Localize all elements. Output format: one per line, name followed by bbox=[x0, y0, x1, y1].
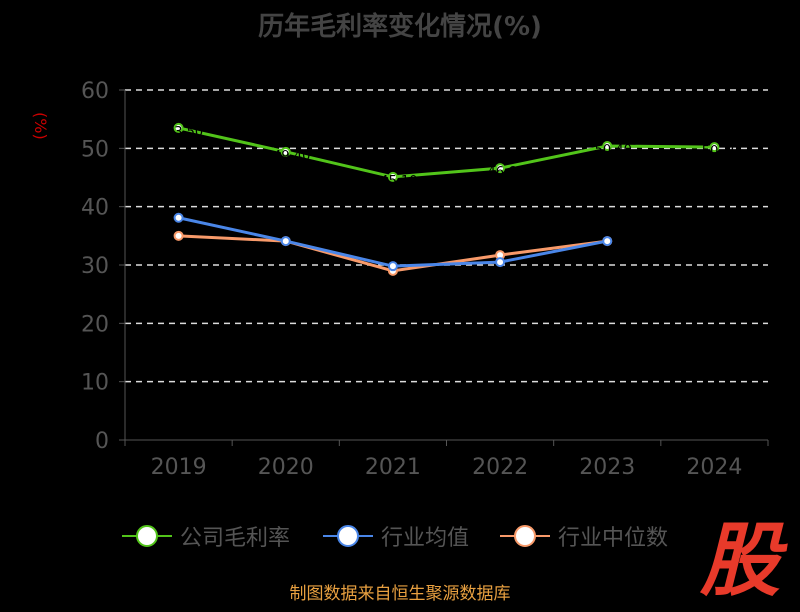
series-line bbox=[178, 216, 608, 268]
y-tick-label: 10 bbox=[81, 371, 109, 396]
legend-marker-icon bbox=[500, 525, 550, 547]
x-tick-label: 2019 bbox=[151, 455, 207, 480]
data-point bbox=[709, 142, 720, 153]
y-tick-label: 0 bbox=[95, 429, 109, 454]
data-point bbox=[495, 257, 506, 268]
series-line bbox=[178, 126, 715, 179]
data-label: 49.40 bbox=[273, 149, 310, 164]
x-tick-label: 2020 bbox=[258, 455, 314, 480]
data-point bbox=[280, 236, 291, 247]
data-point bbox=[173, 122, 184, 133]
data-label: 53.50 bbox=[166, 125, 203, 140]
data-point bbox=[602, 141, 613, 151]
legend-item-company[interactable]: 公司毛利率 bbox=[122, 520, 290, 552]
data-point bbox=[173, 212, 184, 223]
data-point bbox=[280, 146, 291, 157]
data-label: 50.20 bbox=[702, 144, 739, 159]
legend-label: 行业均值 bbox=[381, 526, 470, 551]
legend-marker-icon bbox=[122, 525, 172, 547]
source-note: 制图数据来自恒生聚源数据库 bbox=[289, 584, 511, 604]
data-point bbox=[602, 236, 613, 247]
x-tick-label: 2023 bbox=[579, 455, 635, 480]
legend-marker-icon bbox=[323, 525, 373, 547]
data-point bbox=[495, 163, 506, 174]
data-point bbox=[387, 171, 398, 182]
legend-label: 行业中位数 bbox=[558, 526, 669, 551]
data-label: 50.40 bbox=[595, 143, 632, 158]
x-tick-label: 2022 bbox=[472, 455, 528, 480]
brand-logo: 股 bbox=[700, 514, 780, 607]
y-tick-label: 50 bbox=[81, 137, 109, 162]
data-point bbox=[387, 261, 398, 272]
legend-item-industry-avg[interactable]: 行业均值 bbox=[323, 520, 469, 552]
data-label: 45.10 bbox=[380, 174, 417, 189]
legend-label: 公司毛利率 bbox=[180, 526, 291, 551]
legend-item-industry-median[interactable]: 行业中位数 bbox=[500, 520, 668, 552]
y-tick-label: 40 bbox=[81, 196, 109, 221]
x-tick-label: 2024 bbox=[686, 455, 742, 480]
x-tick-label: 2021 bbox=[365, 455, 421, 480]
data-point bbox=[173, 230, 184, 241]
chart-title: 历年毛利率变化情况(%) bbox=[258, 12, 542, 42]
y-tick-label: 30 bbox=[81, 254, 109, 279]
y-tick-label: 20 bbox=[81, 312, 109, 337]
y-tick-label: 60 bbox=[81, 79, 109, 104]
data-label: 46.60 bbox=[487, 165, 524, 180]
